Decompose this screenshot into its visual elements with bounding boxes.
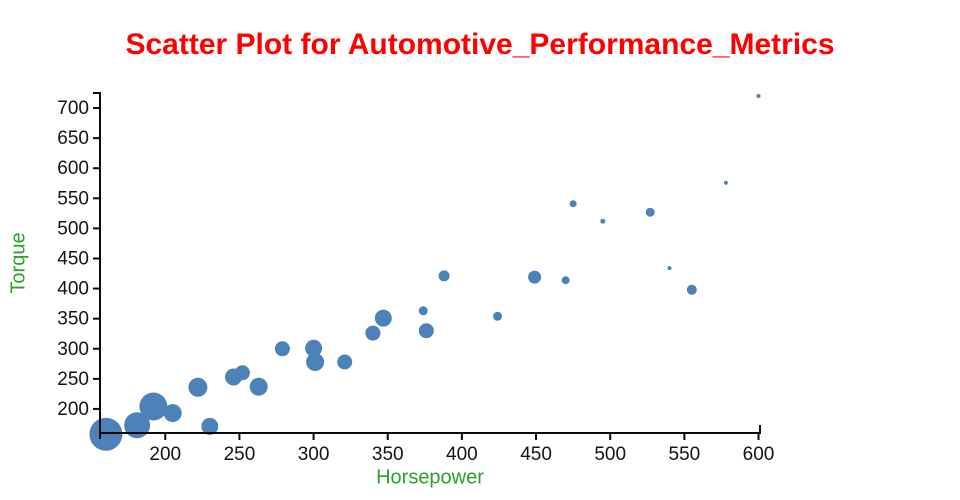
y-tick-label: 450	[57, 248, 89, 269]
data-point	[756, 94, 761, 98]
x-axis-line	[100, 425, 761, 434]
x-tick-label: 300	[298, 444, 330, 465]
data-point	[418, 323, 434, 339]
y-tick-label: 500	[57, 218, 89, 239]
x-tick-label: 250	[224, 444, 256, 465]
data-point	[561, 276, 570, 285]
data-point	[163, 404, 182, 423]
data-point	[686, 284, 697, 295]
data-point	[493, 311, 502, 321]
y-axis-line	[93, 92, 101, 439]
data-point	[306, 353, 325, 371]
y-tick-label: 550	[57, 188, 89, 209]
data-point	[365, 325, 381, 341]
data-point	[89, 417, 123, 451]
data-point	[374, 309, 392, 327]
x-tick-label: 450	[520, 444, 552, 465]
data-point	[528, 270, 542, 284]
data-point	[188, 377, 208, 397]
data-point	[337, 354, 353, 370]
data-point	[274, 341, 290, 357]
y-tick-label: 350	[57, 309, 89, 330]
x-tick-label: 350	[372, 444, 404, 465]
data-point	[139, 392, 168, 421]
points-layer	[89, 94, 761, 451]
x-axis-title: Horsepower	[376, 466, 484, 489]
x-tick-label: 600	[743, 444, 775, 465]
chart-title: Scatter Plot for Automotive_Performance_…	[125, 28, 835, 61]
data-point	[305, 339, 323, 357]
y-tick-label: 250	[57, 369, 89, 390]
y-axis-title: Torque	[7, 232, 30, 294]
y-tick-label: 300	[57, 339, 89, 360]
data-point	[418, 306, 428, 316]
axes-layer: 200 250 300 350 400 450 500 550 600 200 250 300 350 4…	[57, 92, 775, 465]
x-tick-label: 200	[149, 444, 181, 465]
data-point	[723, 180, 728, 185]
y-tick-label: 700	[57, 98, 89, 119]
x-tick-label: 500	[594, 444, 626, 465]
data-point	[600, 218, 606, 224]
x-tick-label: 400	[446, 444, 478, 465]
data-point	[645, 207, 655, 217]
y-tick-label: 650	[57, 128, 89, 149]
y-tick-label: 400	[57, 279, 89, 300]
data-point	[667, 266, 672, 271]
data-point	[569, 200, 577, 208]
data-point	[201, 417, 219, 435]
data-point	[234, 365, 250, 381]
x-tick-label: 550	[669, 444, 701, 465]
data-point	[124, 412, 151, 439]
data-point	[438, 270, 450, 282]
y-tick-label: 200	[57, 399, 89, 420]
data-point	[249, 377, 268, 396]
y-tick-label: 600	[57, 158, 89, 179]
